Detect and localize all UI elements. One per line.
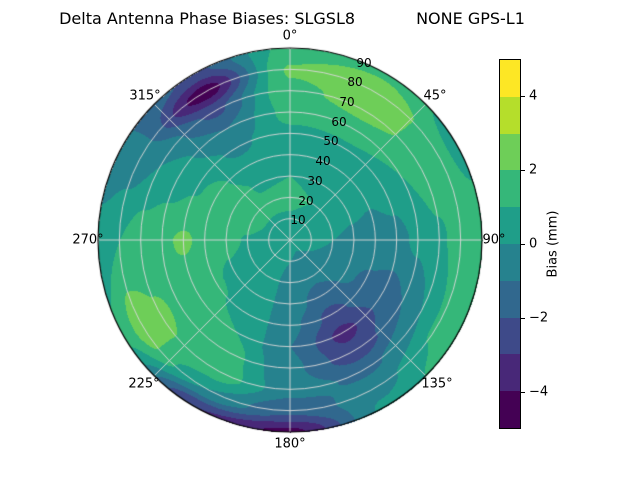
- angle-label-270: 270°: [72, 232, 104, 248]
- radial-tick-60: 60: [331, 115, 347, 129]
- colorbar-tick: [521, 244, 525, 245]
- colorbar-tick: [521, 96, 525, 97]
- colorbar-band: [500, 317, 520, 355]
- radial-tick-70: 70: [339, 95, 355, 109]
- angle-label-315: 315°: [129, 88, 161, 104]
- colorbar-tick-label-m4: −4: [529, 384, 549, 400]
- colorbar-band: [500, 391, 520, 428]
- radial-tick-80: 80: [347, 75, 363, 89]
- radial-tick-40: 40: [315, 154, 331, 168]
- angle-label-90: 90°: [482, 232, 506, 248]
- colorbar-band: [500, 60, 520, 97]
- colorbar-tick-label-m2: −2: [529, 310, 549, 326]
- colorbar-band: [500, 170, 520, 208]
- radial-tick-30: 30: [307, 174, 323, 188]
- colorbar-band: [500, 280, 520, 318]
- radial-tick-10: 10: [290, 213, 306, 227]
- colorbar-tick-label-4: 4: [529, 88, 538, 104]
- colorbar-tick-label-2: 2: [529, 162, 538, 178]
- colorbar-tick: [521, 392, 525, 393]
- angle-label-0: 0°: [282, 28, 298, 44]
- colorbar-band: [500, 243, 520, 281]
- colorbar-band: [500, 133, 520, 171]
- radial-tick-90: 90: [356, 56, 372, 70]
- colorbar-tick: [521, 170, 525, 171]
- colorbar-band: [500, 207, 520, 244]
- colorbar-band: [500, 354, 520, 392]
- angle-label-135: 135°: [421, 376, 453, 392]
- angle-label-180: 180°: [274, 436, 306, 452]
- colorbar-tick: [521, 318, 525, 319]
- colorbar-tick-label-0: 0: [529, 236, 538, 252]
- colorbar-band: [500, 96, 520, 134]
- angle-label-225: 225°: [128, 376, 160, 392]
- angle-label-45: 45°: [423, 88, 447, 104]
- colorbar-axis-label: Bias (mm): [545, 210, 561, 278]
- radial-tick-20: 20: [298, 194, 314, 208]
- radial-tick-50: 50: [323, 134, 339, 148]
- colorbar: [499, 59, 521, 429]
